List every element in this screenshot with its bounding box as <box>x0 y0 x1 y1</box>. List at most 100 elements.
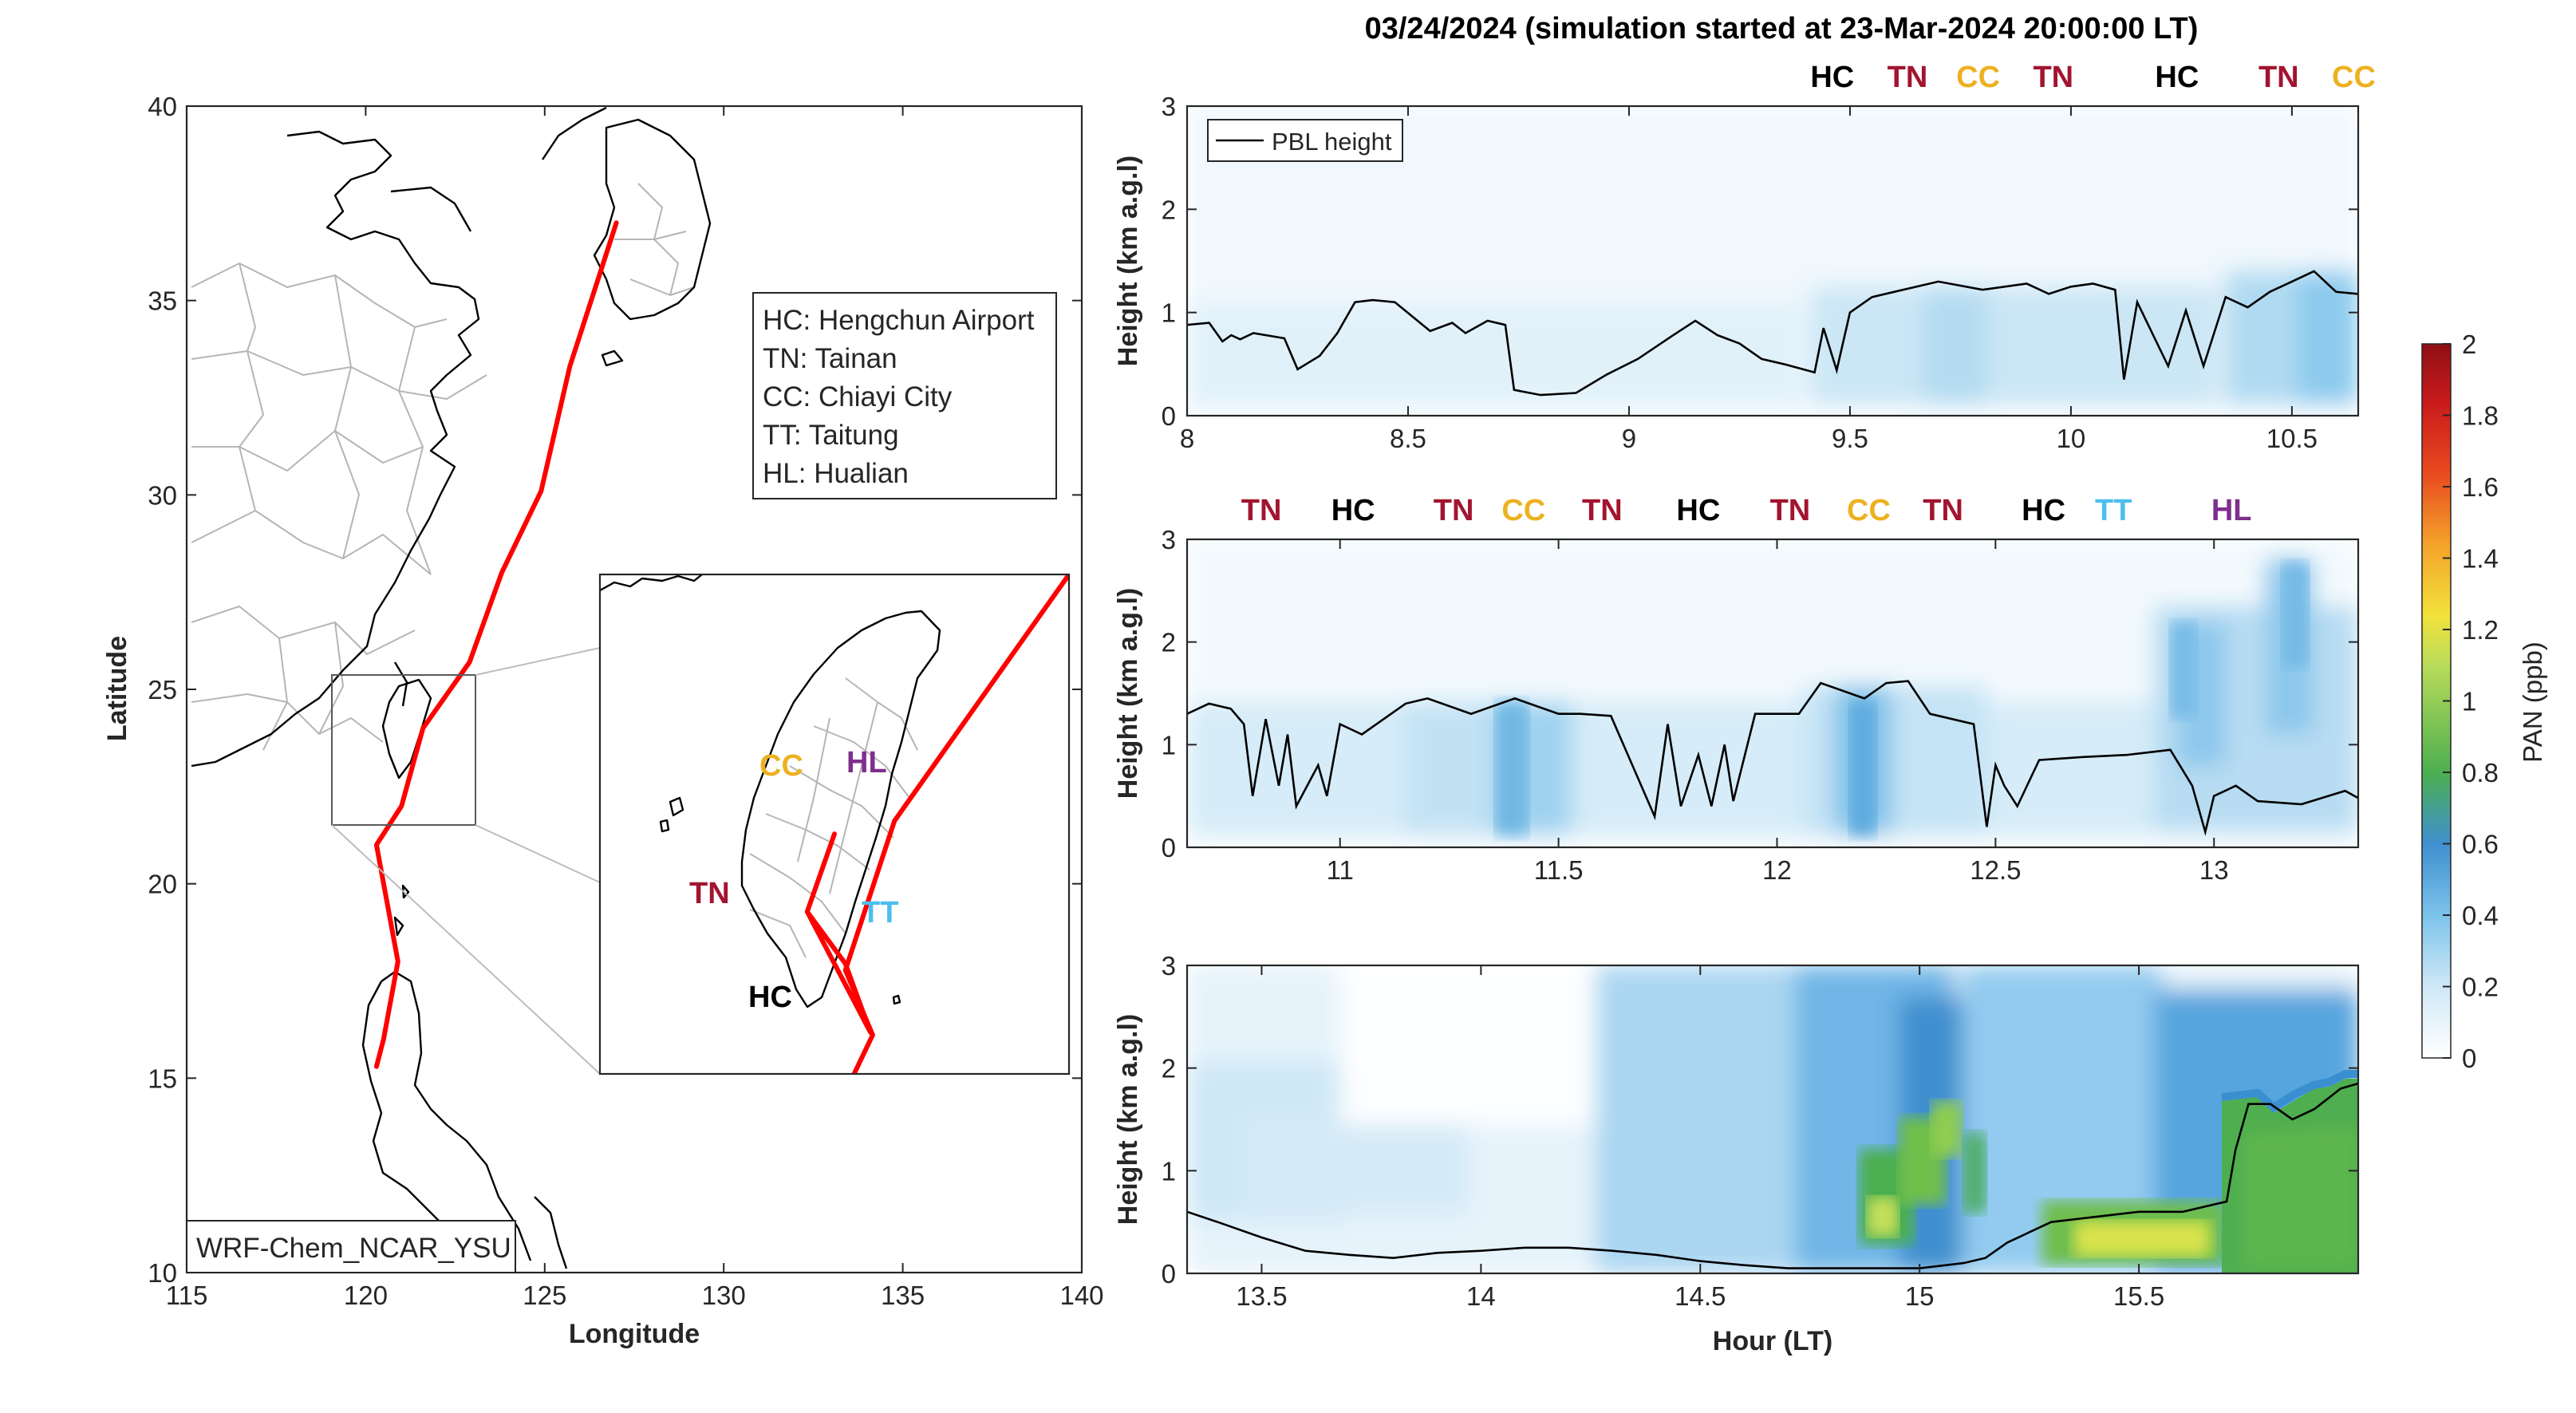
colorbar-tick-label: 1.6 <box>2462 472 2499 502</box>
ylabel-top: Height (km a.g.l) <box>1113 156 1143 366</box>
inset-label-tt: TT <box>862 896 898 930</box>
model-label-box: WRF-Chem_NCAR_YSU <box>186 1220 516 1273</box>
x-tick-label: 14.5 <box>1675 1281 1726 1311</box>
map-x-tick-label: 115 <box>166 1281 208 1310</box>
x-tick-label: 15.5 <box>2113 1281 2164 1311</box>
map-x-tick-label: 120 <box>344 1281 388 1310</box>
zoom-box <box>331 674 476 826</box>
inset-green-island <box>892 994 901 1005</box>
inset-taiwan-coast <box>740 610 941 1008</box>
map-x-tick-label: 125 <box>523 1281 566 1310</box>
figure-title: 03/24/2024 (simulation started at 23-Mar… <box>1365 12 2199 45</box>
site-label-tn: TN <box>1770 494 1811 527</box>
y-tick-label: 2 <box>1162 1054 1176 1083</box>
coastlines <box>191 106 712 1269</box>
map-y-tick-label: 40 <box>148 92 177 121</box>
site-label-tn: TN <box>1888 61 1928 94</box>
x-tick-label: 15 <box>1905 1281 1935 1311</box>
colorbar: 0 0.2 0.4 0.6 0.8 1 1.2 1.4 1.6 1.8 2 PAN (ppb) <box>2421 330 2547 1073</box>
inset-flight-track <box>804 574 1069 1074</box>
site-label-tn: TN <box>1582 494 1623 527</box>
zoom-connector-bottom <box>475 824 601 883</box>
legend-hc: HC: Hengchun Airport <box>763 305 1035 336</box>
pan-enhanced-layer <box>1859 1070 2358 1273</box>
ticks-top: 8 8.5 9 9.5 10 10.5 0 1 2 3 <box>1162 92 2358 453</box>
site-label-tn: TN <box>2258 61 2299 94</box>
site-label-hc: HC <box>2022 494 2065 527</box>
inset-map: CC HL TN TT HC <box>598 573 1071 1076</box>
inset-fujian-coast <box>600 574 703 592</box>
site-label-tn: TN <box>1923 494 1963 527</box>
site-labels-top: HC TN CC TN HC TN CC <box>1810 61 2376 94</box>
site-label-hc: HC <box>1331 494 1375 527</box>
colorbar-tick-label: 1.8 <box>2462 401 2499 431</box>
colorbar-tick-label: 2 <box>2462 330 2476 359</box>
colorbar-tick-label: 1.4 <box>2462 544 2499 574</box>
map-y-tick-label: 15 <box>148 1064 177 1093</box>
site-legend: HC: Hengchun Airport TN: Tainan CC: Chia… <box>752 292 1057 499</box>
pan-field-middle <box>1187 539 2358 847</box>
y-tick-label: 0 <box>1162 833 1176 862</box>
colorbar-tick-label: 0 <box>2462 1044 2476 1073</box>
x-tick-label: 9 <box>1622 424 1636 453</box>
ticks-bottom: 13.5 14 14.5 15 15.5 0 1 2 3 <box>1162 951 2358 1311</box>
flight-track <box>373 220 619 1069</box>
site-label-cc: CC <box>1956 61 2000 94</box>
map-x-label: Longitude <box>569 1319 700 1349</box>
map-y-tick-label: 25 <box>148 675 177 705</box>
pbl-line-top <box>1187 270 2358 397</box>
ylabel-bottom: Height (km a.g.l) <box>1113 1014 1143 1225</box>
inset-label-hc: HC <box>748 981 792 1014</box>
map-panel: 115 120 125 130 135 140 10 15 20 25 30 35 40 Longit… <box>102 92 1104 1349</box>
x-tick-label: 11.5 <box>1534 855 1584 885</box>
map-x-ticks: 115 120 125 130 135 140 <box>166 106 1104 1310</box>
map-x-tick-label: 140 <box>1059 1281 1103 1310</box>
site-label-cc: CC <box>1847 494 1891 527</box>
map-y-label: Latitude <box>102 636 132 741</box>
xlabel-bottom: Hour (LT) <box>1713 1326 1832 1356</box>
site-label-tt: TT <box>2095 494 2132 527</box>
legend-hl: HL: Hualian <box>763 458 909 489</box>
x-tick-label: 12.5 <box>1970 855 2021 885</box>
x-tick-label: 8.5 <box>1390 424 1426 453</box>
pbl-legend-label: PBL height <box>1272 128 1392 156</box>
map-y-tick-label: 10 <box>148 1258 177 1288</box>
legend-cc: CC: Chiayi City <box>763 381 953 412</box>
x-tick-label: 10 <box>2057 424 2086 453</box>
x-tick-label: 10.5 <box>2266 424 2318 453</box>
inset-label-tn: TN <box>689 877 730 910</box>
inset-counties <box>749 677 918 958</box>
x-tick-label: 12 <box>1762 855 1792 885</box>
site-label-hc: HC <box>1676 494 1720 527</box>
x-tick-label: 8 <box>1180 424 1194 453</box>
colorbar-label: PAN (ppb) <box>2518 641 2547 763</box>
y-tick-label: 1 <box>1162 1156 1176 1186</box>
colorbar-tick-label: 0.2 <box>2462 973 2499 1002</box>
y-tick-label: 3 <box>1162 951 1176 981</box>
legend-tn: TN: Tainan <box>763 343 897 374</box>
ylabel-middle: Height (km a.g.l) <box>1113 588 1143 799</box>
inset-penghu <box>659 796 684 833</box>
y-tick-label: 1 <box>1162 730 1176 760</box>
x-tick-label: 14 <box>1466 1281 1496 1311</box>
colorbar-tick-label: 1 <box>2462 687 2476 716</box>
site-label-cc: CC <box>1501 494 1545 527</box>
y-tick-label: 3 <box>1162 92 1176 121</box>
site-label-tn: TN <box>1434 494 1474 527</box>
y-tick-label: 2 <box>1162 195 1176 224</box>
map-y-tick-label: 20 <box>148 870 177 899</box>
y-tick-label: 0 <box>1162 401 1176 431</box>
heatmap-panel-top: 8 8.5 9 9.5 10 10.5 0 1 2 3 HC TN CC TN HC TN CC Height… <box>1113 61 2376 453</box>
y-tick-label: 1 <box>1162 298 1176 328</box>
zoom-connector-top <box>475 647 601 676</box>
site-label-cc: CC <box>2332 61 2376 94</box>
site-label-tn: TN <box>2033 61 2073 94</box>
site-label-hl: HL <box>2211 494 2252 527</box>
inset-label-cc: CC <box>759 749 803 783</box>
y-tick-label: 0 <box>1162 1259 1176 1289</box>
colorbar-tick-label: 0.4 <box>2462 901 2499 930</box>
x-tick-label: 13.5 <box>1236 1281 1287 1311</box>
site-label-hc: HC <box>1810 61 1854 94</box>
